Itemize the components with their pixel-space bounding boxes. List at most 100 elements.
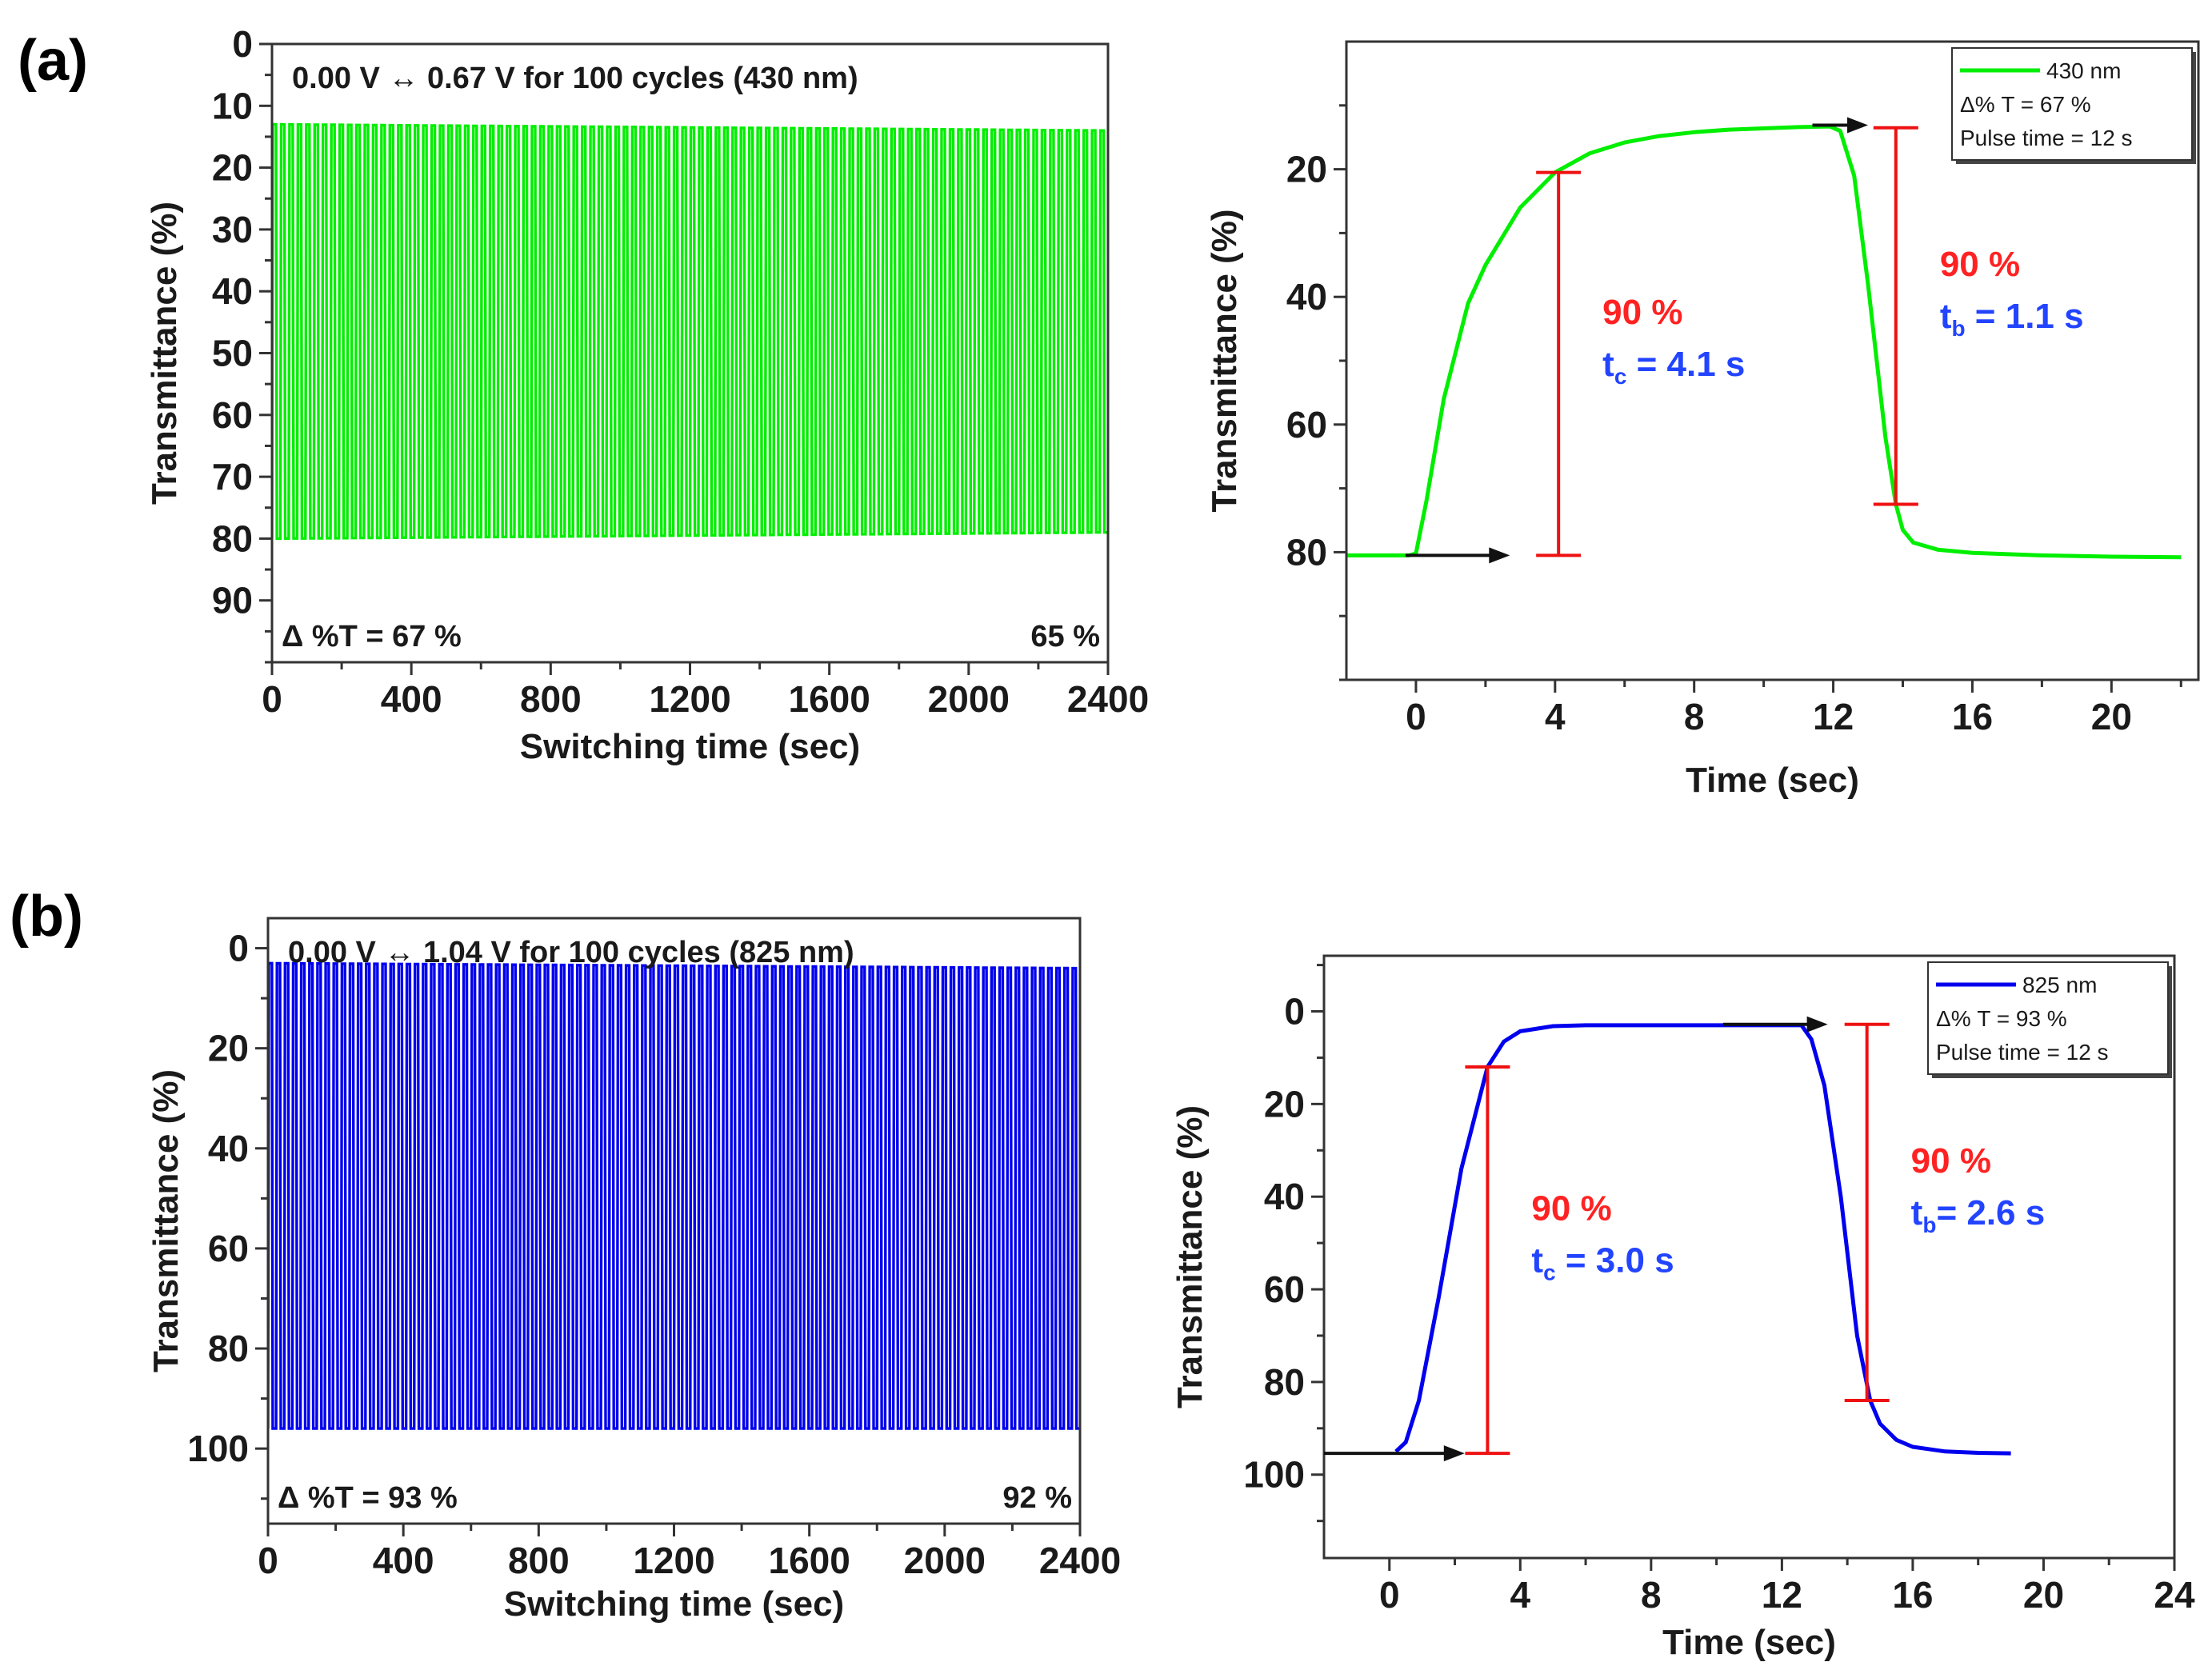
series-825 nm-line (268, 961, 1080, 1430)
marker-percent: 90 % (1602, 293, 1682, 332)
y-tick-label: 40 (1286, 276, 1327, 318)
series-430 nm-line (1346, 124, 2182, 560)
chart-title: 0.00 V ↔ 1.04 V for 100 cycles (825 nm) (288, 936, 854, 969)
data-layer (272, 122, 1108, 541)
legend-label: 430 nm (2046, 58, 2121, 83)
y-tick-label: 80 (208, 1328, 249, 1369)
legend-pulse-time: Pulse time = 12 s (1960, 126, 2133, 150)
x-tick-label: 0 (258, 1540, 278, 1581)
legend-delta-t: Δ% T = 67 % (1960, 92, 2091, 117)
x-tick-label: 12 (1762, 1574, 1802, 1616)
marker-time-value: = 1.1 s (1966, 297, 2084, 336)
chart-a-single: 0 4 8 12 16 20 20 40 60 80 Transmittance (%) Time (… (1205, 40, 2200, 800)
x-tick-label: 20 (2023, 1574, 2064, 1616)
marker-time: tb= 2.6 s (1911, 1193, 2046, 1237)
panel-label-b: (b) (10, 885, 83, 949)
arrow-head (1489, 547, 1510, 564)
x-tick-label: 1600 (768, 1540, 850, 1581)
x-tick-label: 800 (508, 1540, 570, 1581)
x-tick-label: 800 (520, 678, 582, 720)
x-axis-title: Switching time (sec) (520, 727, 860, 766)
marker-percent: 90 % (1911, 1141, 1991, 1181)
marker-time-subscript: b (1922, 1213, 1936, 1237)
y-tick-label: 30 (212, 209, 253, 250)
x-axis-title: Time (sec) (1686, 761, 1859, 800)
y-axis-title: Transmittance (%) (145, 202, 184, 505)
x-tick-label: 20 (2091, 696, 2132, 737)
marker-time-value: = 2.6 s (1936, 1193, 2045, 1233)
y-tick-label: 20 (212, 147, 253, 189)
x-tick-label: 12 (1813, 696, 1854, 737)
y-tick-label: 60 (1286, 404, 1327, 445)
x-tick-label: 0 (1406, 696, 1426, 737)
y-tick-label: 40 (1264, 1176, 1305, 1217)
y-tick-label: 20 (208, 1028, 249, 1069)
x-tick-label: 0 (1379, 1574, 1400, 1616)
y-tick-label: 10 (212, 85, 253, 126)
arrow-head (1443, 1445, 1465, 1462)
y-tick-label: 0 (232, 23, 253, 65)
marker-time-symbol: t (1940, 297, 1952, 336)
y-tick-label: 60 (212, 394, 253, 436)
marker-time-symbol: t (1911, 1193, 1923, 1233)
x-tick-label: 8 (1684, 696, 1705, 737)
chart-b-single: 0 4 8 12 16 20 24 0 20 40 60 80 100 Transmittance (%)… (1170, 954, 2195, 1662)
data-layer (1346, 124, 2182, 560)
y-tick-label: 40 (208, 1128, 249, 1169)
marker-time-subscript: b (1951, 316, 1965, 341)
plot-frame (1322, 954, 2176, 1560)
legend-label: 825 nm (2022, 973, 2097, 997)
y-tick-label: 50 (212, 333, 253, 374)
x-tick-label: 2000 (904, 1540, 986, 1581)
data-layer (268, 961, 1080, 1430)
y-tick-label: 20 (1264, 1083, 1305, 1125)
x-tick-label: 2000 (928, 678, 1010, 720)
y-tick-label: 100 (187, 1428, 249, 1469)
y-axis-title: Transmittance (%) (1170, 1105, 1210, 1408)
arrow-head (1847, 117, 1869, 134)
x-tick-label: 400 (373, 1540, 434, 1581)
marker-percent: 90 % (1940, 245, 2020, 284)
y-tick-label: 60 (208, 1228, 249, 1269)
x-tick-label: 2400 (1039, 1540, 1121, 1581)
marker-time: tc = 3.0 s (1531, 1241, 1674, 1285)
x-tick-label: 0 (262, 678, 282, 720)
series-430 nm-line (272, 122, 1108, 541)
y-tick-label: 70 (212, 456, 253, 497)
x-tick-label: 2400 (1067, 678, 1149, 720)
y-axis-title: Transmittance (%) (146, 1069, 186, 1372)
x-axis-title: Time (sec) (1662, 1623, 1836, 1662)
marker-time-subscript: c (1614, 364, 1627, 389)
chart-a-cycles: 0 400 800 1200 1600 2000 2400 0 10 20 30 40 50 60 70 80… (145, 23, 1149, 766)
x-tick-label: 1600 (788, 678, 870, 720)
marker-time: tc = 4.1 s (1602, 345, 1745, 389)
y-tick-label: 20 (1286, 149, 1327, 190)
x-tick-label: 16 (1952, 696, 1993, 737)
y-tick-label: 80 (1286, 531, 1327, 573)
annotation-end: 92 % (1002, 1481, 1072, 1515)
y-tick-label: 0 (1284, 991, 1305, 1033)
legend-delta-t: Δ% T = 93 % (1936, 1006, 2067, 1031)
y-tick-label: 100 (1243, 1454, 1305, 1496)
arrow-head (1806, 1016, 1828, 1033)
annotation-start: Δ %T = 67 % (282, 620, 462, 653)
marker-time: tb = 1.1 s (1940, 297, 2084, 341)
y-tick-label: 40 (212, 270, 253, 312)
panel-label-a: (a) (18, 29, 88, 93)
marker-time-symbol: t (1602, 345, 1614, 384)
annotation-start: Δ %T = 93 % (278, 1481, 458, 1515)
x-tick-label: 4 (1545, 696, 1566, 737)
x-tick-label: 1200 (649, 678, 730, 720)
x-tick-label: 1200 (633, 1540, 714, 1581)
y-tick-label: 0 (228, 928, 249, 969)
x-tick-label: 4 (1510, 1574, 1531, 1616)
legend-box (1951, 47, 2193, 161)
x-tick-label: 400 (381, 678, 442, 720)
legend-box (1927, 961, 2169, 1075)
marker-percent: 90 % (1531, 1189, 1611, 1229)
y-tick-label: 90 (212, 580, 253, 621)
y-tick-label: 80 (1264, 1361, 1305, 1403)
x-tick-label: 16 (1892, 1574, 1933, 1616)
chart-b-cycles: 0 400 800 1200 1600 2000 2400 0 20 40 60 80 100 Trans… (146, 917, 1121, 1624)
